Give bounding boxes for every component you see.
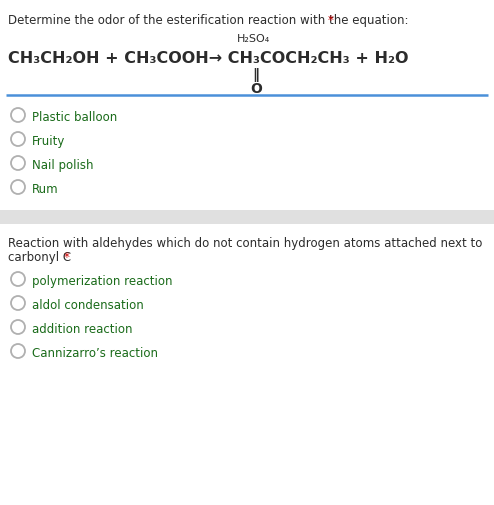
Text: Fruity: Fruity: [32, 135, 65, 147]
Text: addition reaction: addition reaction: [32, 322, 132, 335]
Text: carbonyl C: carbonyl C: [8, 250, 75, 264]
Text: CH₃CH₂OH + CH₃COOH→ CH₃COCH₂CH₃ + H₂O: CH₃CH₂OH + CH₃COOH→ CH₃COCH₂CH₃ + H₂O: [8, 51, 409, 66]
Text: *: *: [64, 250, 70, 264]
Text: H₂SO₄: H₂SO₄: [236, 34, 270, 44]
Text: aldol condensation: aldol condensation: [32, 298, 144, 312]
Text: Cannizarro’s reaction: Cannizarro’s reaction: [32, 346, 158, 359]
Text: Rum: Rum: [32, 183, 59, 195]
Text: *: *: [328, 14, 334, 27]
Text: Determine the odor of the esterification reaction with the equation:: Determine the odor of the esterification…: [8, 14, 412, 27]
Bar: [0, 211, 494, 225]
Text: Nail polish: Nail polish: [32, 159, 93, 172]
Text: ‖: ‖: [252, 68, 259, 82]
Text: O: O: [250, 82, 262, 96]
Text: polymerization reaction: polymerization reaction: [32, 274, 172, 287]
Text: Reaction with aldehydes which do not contain hydrogen atoms attached next to: Reaction with aldehydes which do not con…: [8, 236, 482, 249]
Text: Plastic balloon: Plastic balloon: [32, 111, 117, 124]
